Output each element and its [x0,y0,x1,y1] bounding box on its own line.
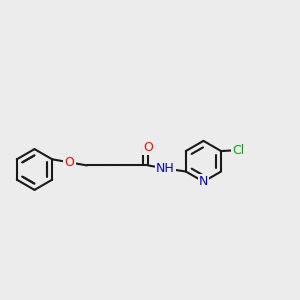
Text: NH: NH [156,162,175,175]
Text: N: N [199,175,208,188]
Text: O: O [64,156,74,169]
Text: Cl: Cl [232,144,244,157]
Text: O: O [143,141,153,154]
